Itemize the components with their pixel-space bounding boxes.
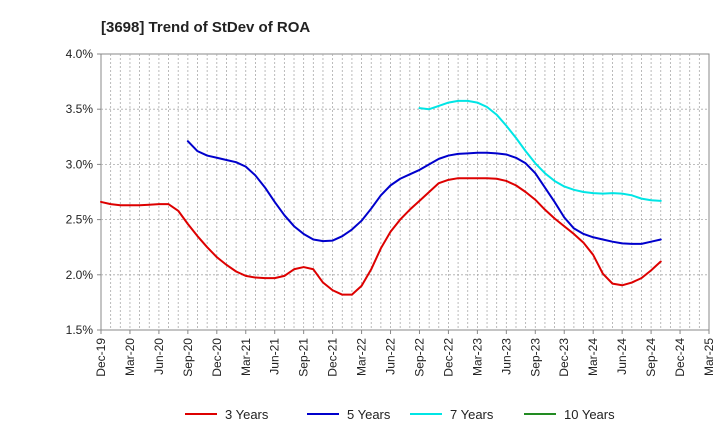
x-tick-label: Dec-20 xyxy=(210,338,224,377)
x-tick-label: Jun-22 xyxy=(384,338,398,375)
x-tick-label: Dec-24 xyxy=(673,338,687,377)
x-tick-label: Dec-22 xyxy=(441,338,455,377)
legend-item: 5 Years xyxy=(307,407,391,422)
x-tick-label: Jun-21 xyxy=(268,338,282,375)
legend-label: 10 Years xyxy=(564,407,615,422)
x-tick-label: Jun-20 xyxy=(152,338,166,375)
plot-area xyxy=(100,53,710,331)
y-tick-label: 4.0% xyxy=(66,47,94,61)
x-tick-label: Dec-19 xyxy=(94,338,108,377)
series-line-5-years xyxy=(186,140,662,245)
y-tick-label: 3.5% xyxy=(66,102,94,116)
x-axis-ticks: Dec-19 Mar-20 Jun-20 Sep-20 Dec-20 Mar-21 Jun-… xyxy=(94,330,716,377)
y-tick-label: 2.5% xyxy=(66,213,94,227)
x-tick-label: Mar-21 xyxy=(239,338,253,376)
x-tick-label: Mar-24 xyxy=(586,338,600,376)
y-axis-ticks: 1.5% 2.0% 2.5% 3.0% 3.5% 4.0% xyxy=(66,47,101,337)
x-tick-label: Mar-22 xyxy=(355,338,369,376)
grid-lines xyxy=(101,54,709,330)
y-tick-label: 2.0% xyxy=(66,268,94,282)
legend-label: 3 Years xyxy=(225,407,269,422)
legend-label: 5 Years xyxy=(347,407,391,422)
y-tick-label: 1.5% xyxy=(66,323,94,337)
x-tick-label: Dec-21 xyxy=(326,338,340,377)
x-tick-label: Sep-22 xyxy=(412,338,426,377)
x-tick-label: Jun-23 xyxy=(499,338,513,375)
x-tick-label: Sep-24 xyxy=(644,338,658,377)
chart-title: [3698] Trend of StDev of ROA xyxy=(101,19,310,36)
x-tick-label: Jun-24 xyxy=(615,338,629,375)
series-line-3-years xyxy=(100,177,662,296)
x-tick-label: Mar-20 xyxy=(123,338,137,376)
x-tick-label: Sep-20 xyxy=(181,338,195,377)
legend-item: 3 Years xyxy=(185,407,269,422)
legend: 3 Years 5 Years 7 Years 10 Years xyxy=(185,407,615,422)
x-tick-label: Dec-23 xyxy=(557,338,571,377)
x-tick-label: Sep-21 xyxy=(297,338,311,377)
x-tick-label: Mar-25 xyxy=(702,338,716,376)
x-tick-label: Mar-23 xyxy=(470,338,484,376)
legend-item: 7 Years xyxy=(410,407,494,422)
legend-label: 7 Years xyxy=(450,407,494,422)
x-tick-label: Sep-23 xyxy=(528,338,542,377)
legend-item: 10 Years xyxy=(524,407,615,422)
series-line-7-years xyxy=(418,99,662,202)
y-tick-label: 3.0% xyxy=(66,157,94,171)
series-lines xyxy=(100,99,662,296)
